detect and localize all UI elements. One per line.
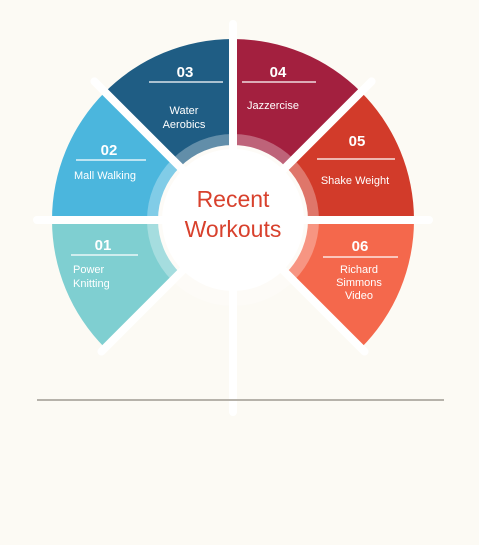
- center-title-line-2: Workouts: [185, 216, 282, 242]
- baseline-divider: [37, 399, 444, 401]
- segment-05-number: 05: [349, 133, 366, 150]
- segment-05: [286, 92, 414, 220]
- segment-04-number: 04: [270, 64, 287, 81]
- segment-01: [52, 220, 180, 348]
- segment-04-label-line: Jazzercise: [247, 100, 299, 112]
- segment-06-label-line: Richard: [340, 264, 378, 276]
- segment-03: [105, 39, 233, 167]
- segment-02-label-line: Mall Walking: [74, 170, 136, 182]
- segment-03-label-line: Water: [170, 105, 199, 117]
- segment-02-number: 02: [101, 142, 118, 159]
- segment-03-number: 03: [177, 64, 194, 81]
- segment-01-label-line: Knitting: [73, 278, 110, 290]
- segment-06-number: 06: [352, 238, 369, 255]
- segment-02: [52, 92, 180, 220]
- segment-03-label-line: Aerobics: [163, 119, 206, 131]
- segment-01-label-line: Power: [73, 264, 105, 276]
- segment-05-label-line: Shake Weight: [321, 175, 389, 187]
- center-title-line-1: Recent: [197, 186, 270, 212]
- segment-01-number: 01: [95, 237, 112, 254]
- segment-06: [286, 220, 414, 348]
- center-circle: [162, 149, 304, 291]
- segment-06-label-line: Simmons: [336, 277, 382, 289]
- segment-04: [233, 39, 361, 167]
- segment-06-label-line: Video: [345, 290, 373, 302]
